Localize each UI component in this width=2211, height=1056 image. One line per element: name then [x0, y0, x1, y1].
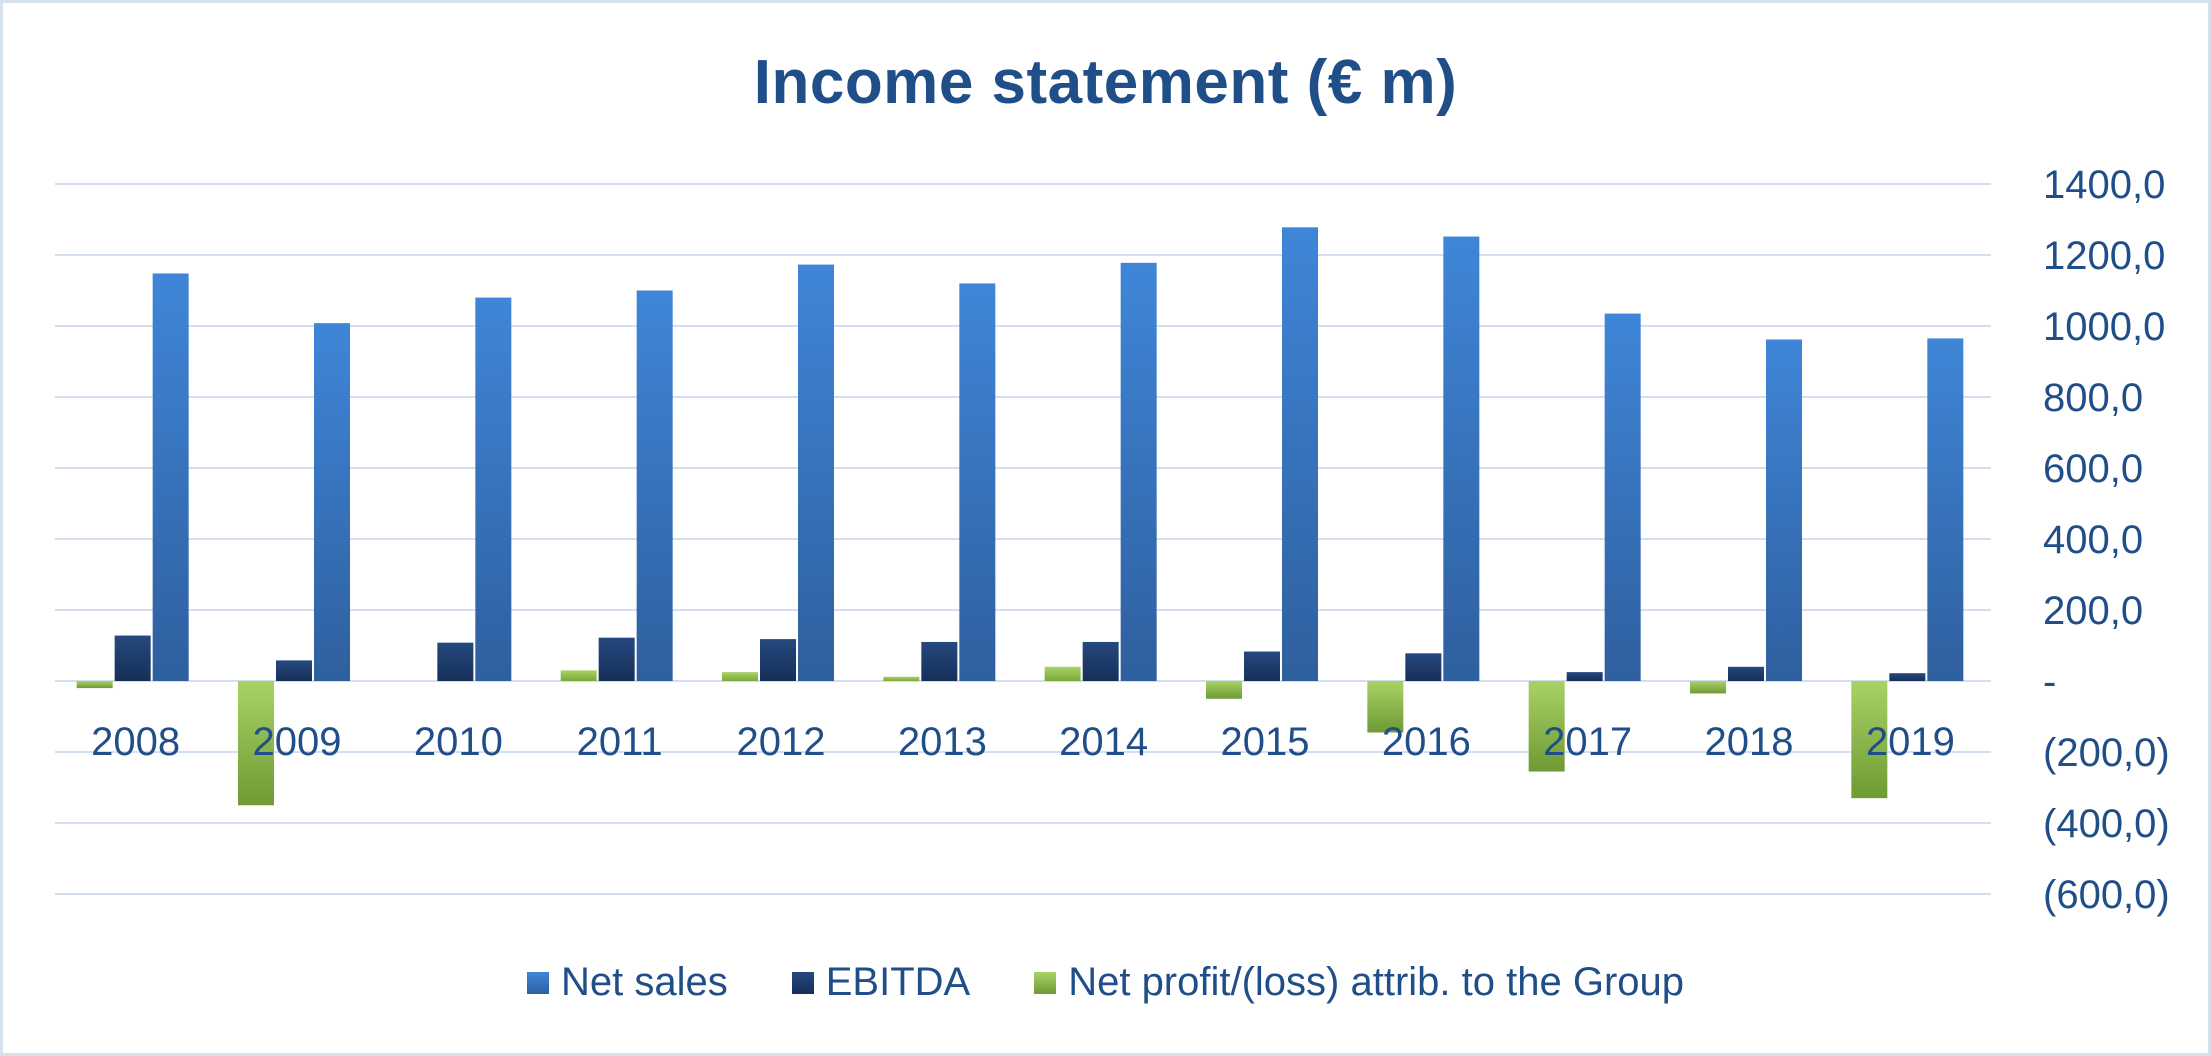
- x-tick-label: 2011: [577, 720, 663, 764]
- bar-net-profit: [1044, 666, 1081, 681]
- bar-ebitda: [1082, 641, 1119, 681]
- bar-net-profit: [1528, 681, 1565, 772]
- x-tick-label: 2015: [1221, 720, 1310, 764]
- bar-ebitda: [1405, 653, 1442, 681]
- bar-net-profit: [883, 676, 920, 681]
- x-tick-label: 2012: [737, 720, 826, 764]
- bar-net-sales: [1604, 313, 1641, 681]
- bar-net-profit: [1206, 681, 1242, 699]
- x-tick-label: 2008: [91, 720, 180, 764]
- legend-label-net-sales: Net sales: [560, 960, 728, 1004]
- y-tick-label: 1000,0: [2043, 305, 2165, 349]
- bar-ebitda: [1889, 673, 1926, 681]
- legend-label-ebitda: EBITDA: [825, 960, 971, 1004]
- chart-title: Income statement (€ m): [753, 48, 1458, 117]
- bar-ebitda: [276, 660, 312, 681]
- gridlines: [55, 183, 1991, 895]
- bar-net-sales: [1443, 236, 1480, 682]
- x-tick-label: 2016: [1382, 720, 1471, 764]
- y-tick-label: 200,0: [2043, 589, 2143, 633]
- x-tick-label: 2018: [1705, 720, 1794, 764]
- bar-net-sales: [152, 273, 189, 681]
- legend-swatch-ebitda: [791, 971, 814, 994]
- y-tick-label: (200,0): [2043, 731, 2170, 775]
- x-tick-label: 2010: [414, 720, 503, 764]
- bar-net-sales: [475, 297, 512, 681]
- bar-net-profit: [1367, 681, 1404, 733]
- chart-plot: 2008 2009 2010 2011 2012 2013 2014 2015 2016 2017…: [55, 163, 2170, 917]
- legend: Net sales EBITDA Net profit/(loss) attri…: [3, 960, 2208, 1005]
- x-tick-label: 2019: [1866, 720, 1955, 764]
- bar-net-sales: [1120, 262, 1157, 681]
- bar-net-sales: [1766, 339, 1802, 681]
- x-tick-label: 2009: [253, 720, 342, 764]
- bar-net-sales: [1282, 227, 1318, 681]
- bar-net-profit: [722, 672, 758, 681]
- bar-net-profit: [1851, 681, 1888, 799]
- legend-item-ebitda: EBITDA: [791, 960, 971, 1005]
- bar-ebitda: [598, 637, 635, 681]
- bar-ebitda: [1566, 672, 1603, 681]
- bar-ebitda: [114, 635, 151, 681]
- bar-net-profit: [1690, 681, 1726, 694]
- bar-net-sales: [798, 264, 834, 681]
- bar-net-sales: [636, 290, 673, 681]
- x-tick-label: 2013: [898, 720, 987, 764]
- legend-swatch-net-profit: [1034, 971, 1057, 994]
- legend-swatch-net-sales: [526, 971, 549, 994]
- legend-label-net-profit: Net profit/(loss) attrib. to the Group: [1068, 960, 1685, 1004]
- bar-ebitda: [921, 641, 958, 681]
- legend-item-net-profit: Net profit/(loss) attrib. to the Group: [1034, 960, 1684, 1005]
- bar-ebitda: [437, 642, 474, 681]
- x-axis-labels: 2008 2009 2010 2011 2012 2013 2014 2015 2016 2017…: [91, 720, 1955, 764]
- x-tick-label: 2017: [1543, 720, 1632, 764]
- bar-ebitda: [1728, 666, 1764, 681]
- legend-item-net-sales: Net sales: [526, 960, 728, 1005]
- bar-net-sales: [314, 323, 350, 681]
- y-tick-label: 1400,0: [2043, 163, 2165, 207]
- bar-net-sales: [1927, 338, 1964, 681]
- y-tick-label: 400,0: [2043, 518, 2143, 562]
- y-tick-label: 800,0: [2043, 376, 2143, 420]
- y-tick-label: 1200,0: [2043, 234, 2165, 278]
- bar-ebitda: [760, 639, 796, 681]
- bar-net-profit: [560, 670, 597, 681]
- bar-net-profit: [238, 681, 274, 806]
- y-tick-label: -: [2043, 660, 2056, 704]
- bar-net-profit: [76, 681, 113, 689]
- bar-ebitda: [1244, 651, 1280, 681]
- y-axis-labels: 1400,0 1200,0 1000,0 800,0 600,0 400,0 200,0 - (…: [2043, 163, 2170, 917]
- x-tick-label: 2014: [1059, 720, 1148, 764]
- bar-net-sales: [959, 283, 996, 681]
- y-tick-label: 600,0: [2043, 447, 2143, 491]
- bars: [76, 227, 1964, 806]
- y-tick-label: (400,0): [2043, 802, 2170, 846]
- y-tick-label: (600,0): [2043, 873, 2170, 917]
